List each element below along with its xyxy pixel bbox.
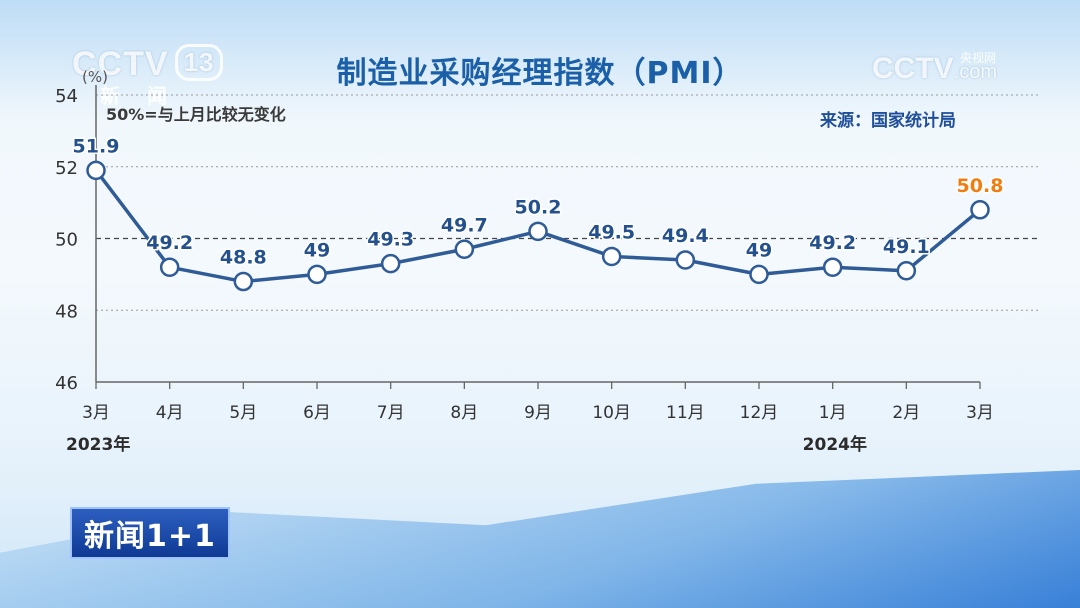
x-tick-label-7: 10月 bbox=[592, 403, 631, 423]
data-point-6 bbox=[528, 221, 548, 242]
data-point-0 bbox=[86, 160, 106, 181]
data-label-8: 49.4 bbox=[662, 225, 709, 247]
program-badge: 新闻1+1 bbox=[70, 507, 230, 559]
y-tick-label-52: 52 bbox=[55, 158, 78, 179]
data-label-11: 49.1 bbox=[883, 236, 930, 258]
data-point-2 bbox=[233, 271, 254, 292]
data-point-8 bbox=[675, 250, 696, 270]
y-tick-label-46: 46 bbox=[55, 373, 78, 394]
chart-title: 制造业采购经理指数（PMI） bbox=[336, 56, 744, 91]
header-background bbox=[0, 0, 1080, 120]
data-point-7 bbox=[601, 246, 622, 267]
data-label-5: 49.7 bbox=[441, 214, 488, 236]
data-label-4: 49.3 bbox=[367, 229, 414, 251]
x-tick-label-3: 6月 bbox=[303, 403, 331, 423]
data-label-3: 49 bbox=[304, 239, 330, 261]
y-tick-label-48: 48 bbox=[55, 301, 78, 322]
cctv-com-logo: CCTV.com bbox=[872, 52, 997, 86]
cctv13-logo-number: 13 bbox=[174, 44, 224, 81]
y-axis-unit: (%) bbox=[82, 68, 108, 86]
data-label-12: 50.8 bbox=[957, 175, 1004, 197]
data-point-10 bbox=[822, 257, 843, 277]
year-label-2024: 2024年 bbox=[802, 435, 867, 455]
chart-source: 来源：国家统计局 bbox=[820, 111, 956, 131]
cctv13-logo: CCTV 13 bbox=[72, 44, 224, 84]
data-label-6: 50.2 bbox=[515, 196, 562, 218]
x-tick-label-2: 5月 bbox=[229, 403, 257, 423]
year-label-2023: 2023年 bbox=[66, 435, 131, 455]
data-point-1 bbox=[159, 257, 180, 277]
data-point-9 bbox=[749, 264, 769, 285]
chart-note: 50%=与上月比较无变化 bbox=[106, 105, 286, 124]
data-point-3 bbox=[307, 264, 327, 285]
data-point-5 bbox=[454, 239, 475, 260]
y-tick-label-50: 50 bbox=[55, 230, 78, 251]
x-tick-label-12: 3月 bbox=[966, 403, 994, 423]
data-label-9: 49 bbox=[746, 239, 772, 261]
cctv-com-logo-subtitle: 央视网 bbox=[960, 51, 997, 65]
x-tick-label-0: 3月 bbox=[82, 403, 110, 423]
data-point-4 bbox=[380, 253, 401, 274]
data-label-1: 49.2 bbox=[146, 232, 193, 254]
data-point-11 bbox=[896, 261, 917, 281]
data-label-7: 49.5 bbox=[588, 221, 635, 243]
cctv-com-logo-suffix: .com bbox=[953, 61, 998, 83]
data-label-0: 51.9 bbox=[73, 135, 120, 157]
x-tick-label-4: 7月 bbox=[377, 403, 405, 423]
cctv13-logo-subtitle: 新 闻 bbox=[100, 84, 177, 108]
y-tick-label-54: 54 bbox=[55, 86, 78, 107]
x-tick-label-10: 1月 bbox=[819, 403, 847, 423]
x-tick-label-1: 4月 bbox=[156, 403, 184, 423]
cctv13-logo-text: CCTV bbox=[72, 45, 169, 83]
x-tick-label-5: 8月 bbox=[450, 403, 478, 423]
cctv-com-logo-text: CCTV bbox=[872, 52, 954, 85]
data-label-10: 49.2 bbox=[809, 232, 856, 254]
x-tick-label-11: 2月 bbox=[892, 403, 920, 423]
x-tick-label-8: 11月 bbox=[666, 403, 705, 423]
x-tick-label-6: 9月 bbox=[524, 403, 552, 423]
data-label-2: 48.8 bbox=[220, 247, 267, 269]
x-tick-label-9: 12月 bbox=[740, 403, 779, 423]
data-point-12 bbox=[970, 200, 990, 220]
